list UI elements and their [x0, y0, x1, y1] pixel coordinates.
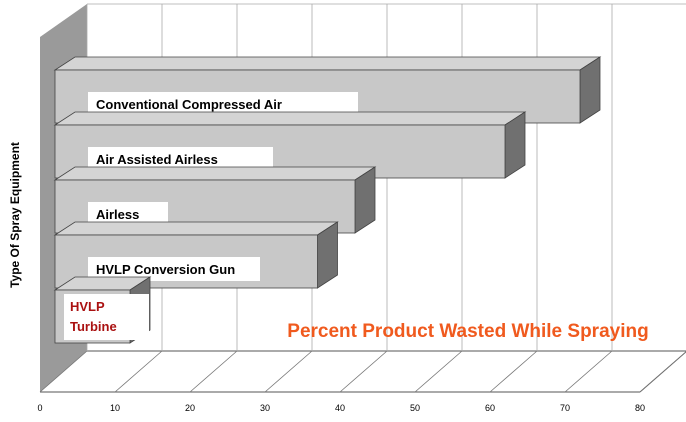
floor-gridline-70: [564, 350, 613, 393]
bar-top-airless: [53, 166, 377, 181]
floor-gridline-10: [114, 350, 163, 393]
bar-top-conventional-compressed-air: [53, 56, 602, 71]
x-tick-label-20: 20: [185, 403, 195, 413]
bar-top-hvlp-conversion-gun: [53, 221, 339, 236]
floor-gridline-40: [339, 350, 388, 393]
floor-gridline-0: [39, 350, 88, 393]
floor-gridline-60: [489, 350, 538, 393]
bar-label-hvlp-turbine: HVLP Turbine: [70, 299, 117, 334]
x-axis-ticks: 0 10 20 30 40 50 60 70 80: [37, 403, 645, 413]
y-axis-label: Type Of Spray Equipment: [8, 142, 22, 288]
x-tick-label-40: 40: [335, 403, 345, 413]
x-tick-label-70: 70: [560, 403, 570, 413]
floor-gridline-30: [264, 350, 313, 393]
floor-gridline-20: [189, 350, 238, 393]
bar-label-airless: Airless: [96, 207, 139, 222]
floor-edge: [87, 350, 686, 393]
chart-bars: Conventional Compressed Air Air Assisted …: [53, 56, 602, 344]
x-tick-label-30: 30: [260, 403, 270, 413]
floor-gridline-50: [414, 350, 463, 393]
bar-hvlp-turbine: HVLP Turbine: [53, 276, 152, 344]
chart-annotation: Percent Product Wasted While Spraying: [287, 321, 648, 342]
x-tick-label-50: 50: [410, 403, 420, 413]
bar-label-conventional-compressed-air: Conventional Compressed Air: [96, 97, 282, 112]
x-tick-label-80: 80: [635, 403, 645, 413]
x-tick-label-60: 60: [485, 403, 495, 413]
bar-label-hvlp-conversion-gun: HVLP Conversion Gun: [96, 262, 235, 277]
bar-top-air-assisted-airless: [53, 111, 527, 126]
x-tick-label-10: 10: [110, 403, 120, 413]
x-tick-label-0: 0: [37, 403, 42, 413]
floor-gridline-80: [639, 351, 686, 393]
bar-label-air-assisted-airless: Air Assisted Airless: [96, 152, 218, 167]
bar-label-box-hvlp-turbine: [64, 294, 149, 340]
